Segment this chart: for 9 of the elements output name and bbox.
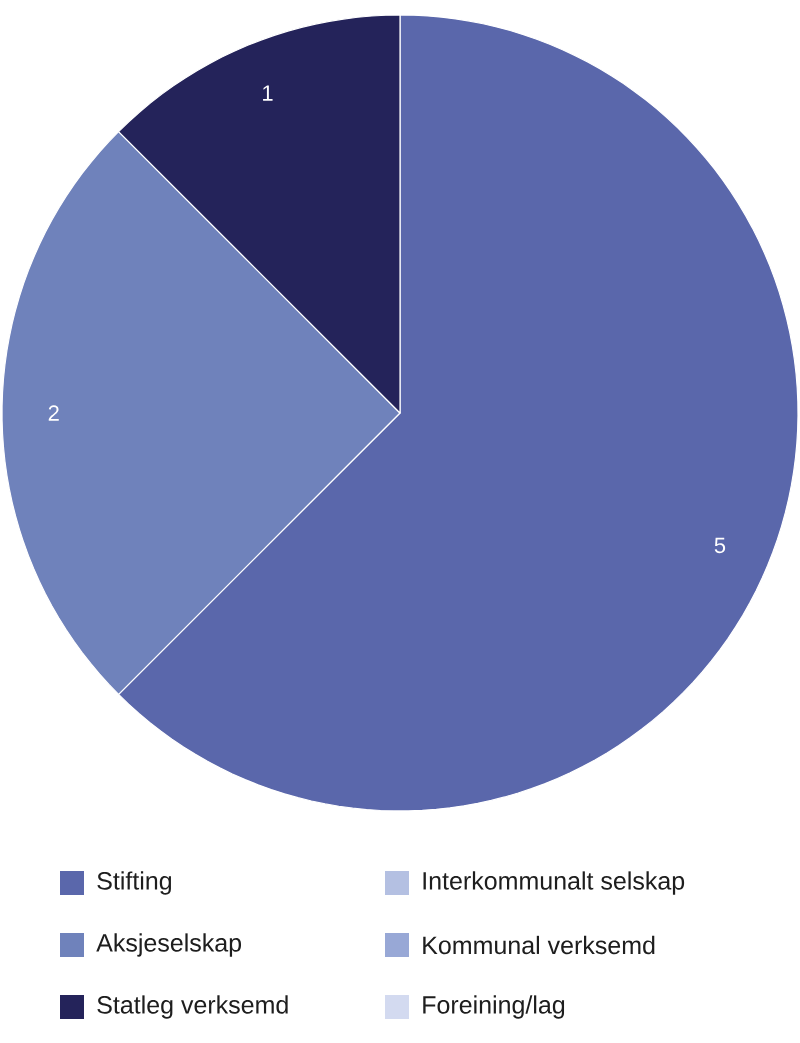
legend-label: Foreining/lag: [423, 995, 565, 1019]
legend-label: Kommunal verksemd: [423, 935, 655, 955]
legend-label: Aksjeselskap: [96, 933, 242, 957]
legend-label: Stifting: [97, 871, 172, 895]
data-label: 5: [714, 537, 726, 554]
legend-label: Interkommunalt selskap: [423, 871, 685, 895]
data-label: 1: [263, 85, 273, 101]
data-label: 2: [48, 405, 59, 421]
legend-label: Statleg verksemd: [97, 995, 288, 1019]
